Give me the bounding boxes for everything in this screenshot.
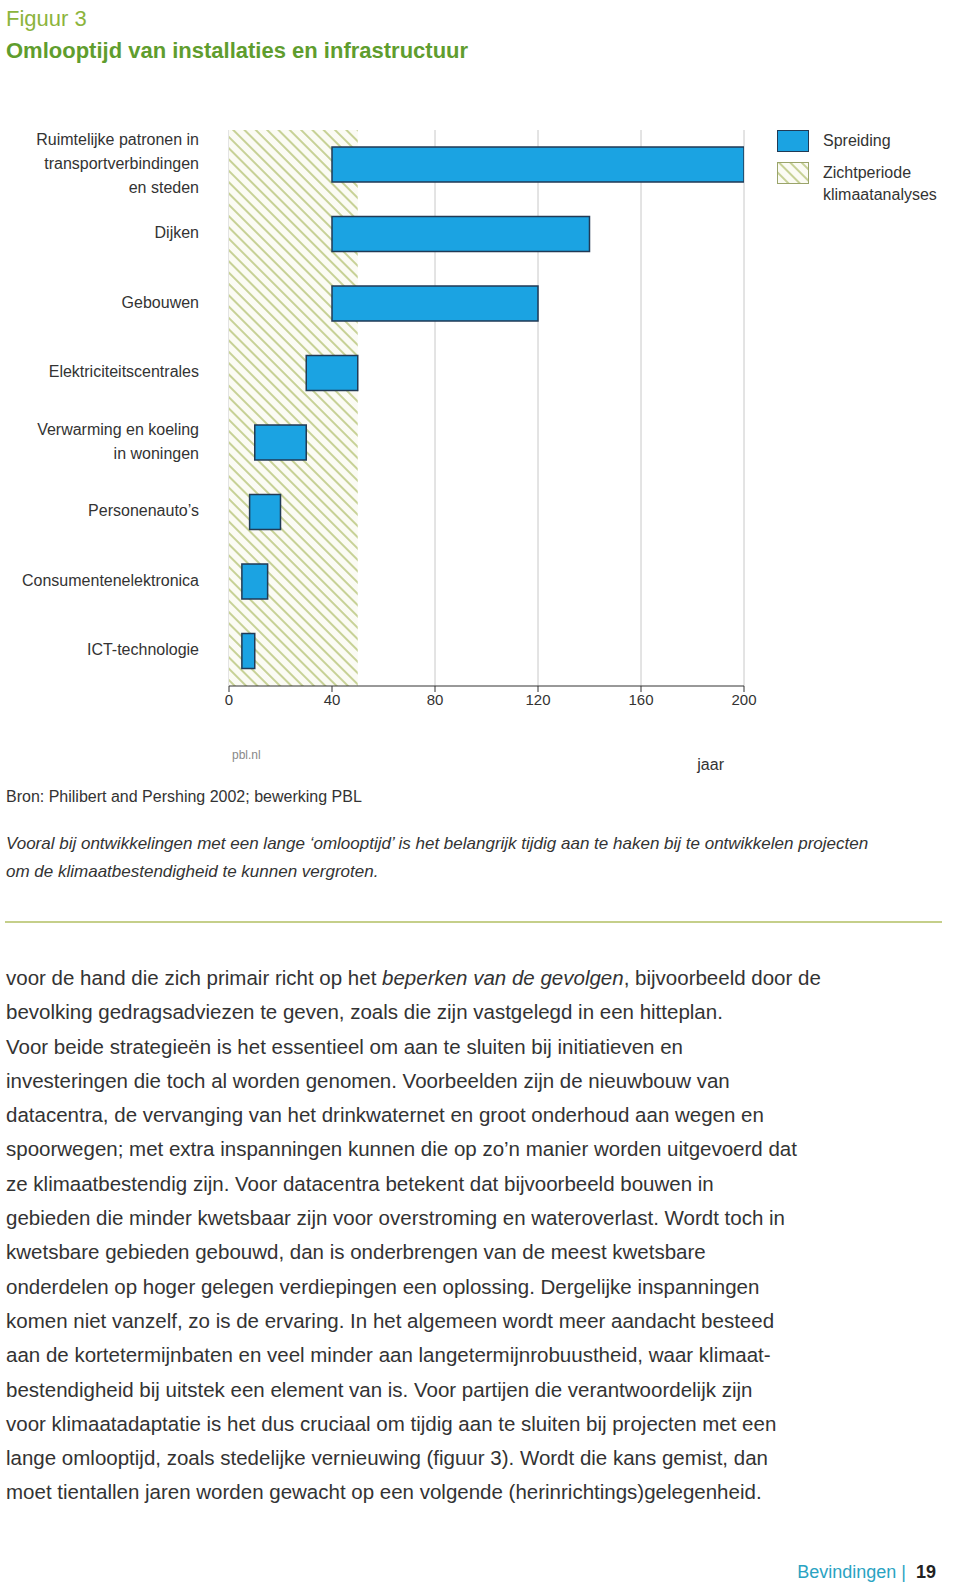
html-text:lange omlooptijd, zoals stedel: lange omlooptijd, zoals stedelijke verni… <box>6 1446 768 1470</box>
svg-text:0: 0 <box>225 691 233 708</box>
svg-text:Verwarming en koelingin woning: Verwarming en koelingin woningen <box>37 421 199 462</box>
html-text:investeringen die toch al word: investeringen die toch al worden genomen… <box>6 1068 730 1092</box>
html-text:Bron: Philibert and Pershing 2: Bron: Philibert and Pershing 2002; bewer… <box>6 788 362 805</box>
svg-text:40: 40 <box>324 691 341 708</box>
html-text:Omlooptijd van installaties en: Omlooptijd van installaties en infrastru… <box>6 38 469 63</box>
html-text:gebieden die minder kwetsbaar: gebieden die minder kwetsbaar zijn voor … <box>6 1206 785 1230</box>
html-text:moet tientallen jaren worden g: moet tientallen jaren worden gewacht op … <box>6 1480 762 1504</box>
html-text:bestendigheid bij uitstek een: bestendigheid bij uitstek een element va… <box>6 1377 753 1401</box>
html-text:bevolking gedragsadviezen te g: bevolking gedragsadviezen te geven, zoal… <box>6 1000 723 1024</box>
html-text:Zichtperiode klimaatanalyses: Zichtperiode klimaatanalyses <box>823 164 937 203</box>
svg-text:Dijken: Dijken <box>155 224 199 241</box>
svg-text:Gebouwen: Gebouwen <box>122 294 199 311</box>
html-text:Bevindingen |: Bevindingen | <box>797 1562 906 1582</box>
html-text:onderdelen op hoger gelegen ve: onderdelen op hoger gelegen verdiepingen… <box>6 1274 760 1298</box>
html-text:voor de hand die zich primair: voor de hand die zich primair richt op h… <box>6 966 821 989</box>
svg-text:Elektriciteitscentrales: Elektriciteitscentrales <box>49 363 199 380</box>
html-text:Figuur 3: Figuur 3 <box>6 6 87 31</box>
svg-text:120: 120 <box>525 691 550 708</box>
html-text:voor klimaatadaptatie is het d: voor klimaatadaptatie is het dus cruciaa… <box>6 1411 777 1435</box>
svg-text:200: 200 <box>731 691 756 708</box>
svg-text:jaar: jaar <box>696 756 724 773</box>
html-text:datacentra, de vervanging van: datacentra, de vervanging van het drinkw… <box>6 1103 764 1127</box>
svg-text:Ruimtelijke patronen intranspo: Ruimtelijke patronen intransportverbindi… <box>36 131 199 196</box>
svg-text:80: 80 <box>427 691 444 708</box>
html-text:aan de kortetermijnbaten en ve: aan de kortetermijnbaten en veel minder … <box>6 1343 771 1367</box>
html-text:19: 19 <box>916 1562 936 1582</box>
html-text:Spreiding: Spreiding <box>823 132 891 149</box>
html-text:Vooral bij ontwikkelingen met: Vooral bij ontwikkelingen met een lange … <box>6 834 869 881</box>
html-text:Voor beide strategieën is het: Voor beide strategieën is het essentieel… <box>6 1034 683 1058</box>
svg-text:ICT-technologie: ICT-technologie <box>87 641 199 658</box>
svg-text:160: 160 <box>628 691 653 708</box>
html-text:pbl.nl: pbl.nl <box>232 748 261 762</box>
html-text:kwetsbare gebieden gebouwd, da: kwetsbare gebieden gebouwd, dan is onder… <box>6 1240 706 1264</box>
svg-text:Consumentenelektronica: Consumentenelektronica <box>22 572 199 589</box>
svg-text:Personenauto’s: Personenauto’s <box>88 502 199 519</box>
html-text:komen niet vanzelf, zo is de e: komen niet vanzelf, zo is de ervaring. I… <box>6 1309 775 1332</box>
html-text:ze klimaatbestendig zijn. Voor: ze klimaatbestendig zijn. Voor datacentr… <box>6 1171 714 1195</box>
html-text:spoorwegen; met extra inspanni: spoorwegen; met extra inspanningen kunne… <box>6 1137 797 1161</box>
